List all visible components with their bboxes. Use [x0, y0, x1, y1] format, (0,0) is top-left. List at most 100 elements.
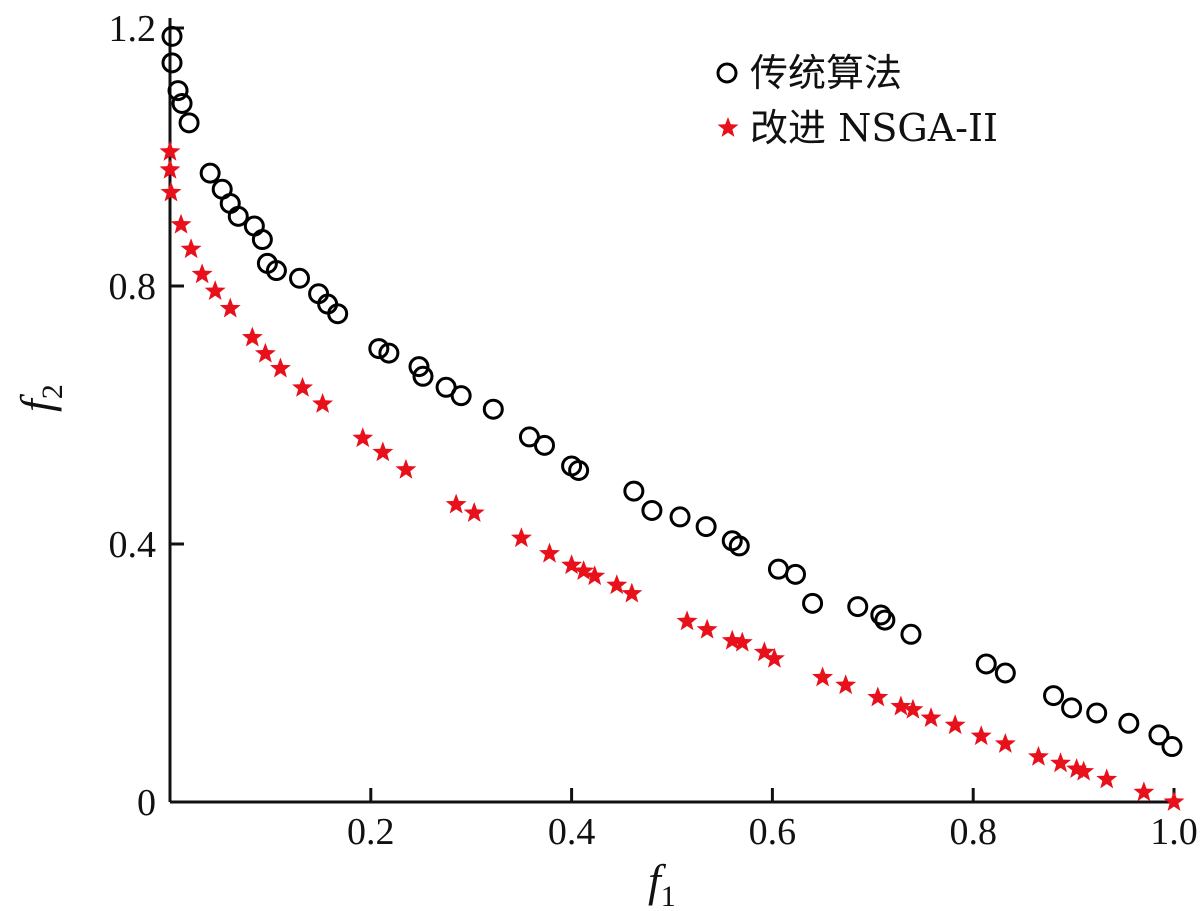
data-point-traditional	[802, 592, 824, 614]
data-point-improved	[920, 707, 942, 728]
data-point-traditional	[767, 558, 789, 580]
data-point-improved	[970, 725, 992, 746]
data-point-improved	[463, 502, 485, 522]
data-point-traditional	[728, 535, 750, 557]
y-tick-label: 0.8	[109, 266, 157, 308]
data-point-traditional	[251, 229, 273, 251]
data-point-improved	[269, 357, 291, 378]
data-point-improved	[994, 732, 1016, 753]
data-point-traditional	[412, 365, 434, 387]
x-axis-title: f1	[648, 855, 676, 911]
y-tick-label: 0.4	[109, 524, 157, 566]
y-tick-label: 0	[137, 782, 156, 824]
data-point-improved	[696, 618, 718, 639]
data-point-traditional	[1043, 685, 1065, 707]
data-point-traditional	[1161, 736, 1183, 758]
data-point-traditional	[669, 506, 691, 528]
data-point-traditional	[568, 459, 590, 481]
series-traditional	[161, 25, 1183, 758]
data-point-improved	[241, 326, 263, 347]
data-point-traditional	[167, 80, 189, 102]
legend-label-traditional: 传统算法	[750, 51, 902, 95]
data-point-improved	[561, 554, 583, 575]
x-tick-label: 0.4	[548, 811, 596, 853]
x-tick-label: 0.2	[347, 811, 395, 853]
data-point-traditional	[227, 205, 249, 227]
data-point-improved	[890, 695, 912, 716]
data-point-improved	[1073, 760, 1095, 781]
data-point-improved	[676, 610, 698, 631]
data-point-improved	[170, 213, 192, 234]
legend-marker-traditional	[716, 62, 738, 84]
data-point-traditional	[161, 25, 183, 47]
data-point-improved	[621, 582, 643, 603]
data-point-traditional	[368, 338, 390, 360]
data-point-traditional	[533, 434, 555, 456]
data-point-traditional	[874, 609, 896, 631]
data-point-traditional	[641, 499, 663, 521]
data-point-improved	[721, 629, 743, 650]
data-point-improved	[352, 427, 374, 448]
data-point-improved	[606, 574, 628, 595]
data-point-improved	[902, 698, 924, 719]
data-point-improved	[1163, 791, 1185, 811]
data-point-traditional	[243, 215, 265, 237]
y-axis-title: f2	[11, 384, 69, 412]
data-point-improved	[292, 376, 313, 397]
data-point-improved	[510, 527, 532, 548]
x-tick-label: 0.8	[949, 811, 997, 853]
data-point-traditional	[900, 623, 922, 645]
data-point-improved	[312, 393, 334, 413]
data-point-improved	[1050, 752, 1072, 773]
data-point-traditional	[1061, 697, 1083, 719]
data-point-improved	[867, 686, 889, 707]
axes	[168, 18, 1174, 804]
data-point-improved	[445, 493, 467, 514]
data-point-improved	[254, 342, 276, 363]
data-point-traditional	[378, 342, 400, 364]
x-tick-label: 0.6	[749, 811, 797, 853]
data-point-improved	[763, 647, 785, 668]
data-point-traditional	[784, 563, 806, 585]
data-point-traditional	[1118, 712, 1140, 734]
data-point-improved	[191, 263, 213, 284]
data-point-improved	[159, 140, 181, 161]
data-point-improved	[1096, 768, 1118, 789]
data-point-improved	[1028, 745, 1049, 766]
data-point-traditional	[327, 303, 349, 325]
data-point-traditional	[870, 604, 892, 626]
ticks: 0.2 0.4 0.6 0.8 1.0 0 0.4 0.8 1.2	[109, 8, 1198, 853]
data-point-traditional	[265, 260, 287, 282]
data-point-improved	[753, 641, 775, 662]
data-point-improved	[835, 674, 857, 695]
data-point-traditional	[695, 516, 717, 538]
legend: 传统算法 改进 NSGA-II	[716, 51, 998, 150]
data-point-traditional	[975, 653, 997, 675]
data-point-improved	[395, 458, 417, 479]
y-tick-label: 1.2	[109, 8, 157, 50]
data-point-traditional	[289, 267, 311, 289]
data-point-improved	[584, 565, 606, 586]
data-point-improved	[944, 714, 966, 735]
data-point-improved	[812, 666, 834, 687]
data-point-traditional	[1086, 702, 1108, 724]
data-point-improved	[372, 441, 394, 462]
data-point-traditional	[171, 92, 193, 114]
data-point-traditional	[482, 398, 504, 420]
data-point-improved	[160, 181, 182, 202]
data-point-traditional	[847, 596, 869, 618]
data-point-improved	[573, 560, 595, 580]
data-point-improved	[539, 542, 560, 563]
data-point-traditional	[450, 385, 472, 407]
data-point-traditional	[408, 356, 430, 378]
data-point-traditional	[178, 112, 200, 134]
series-improved-nsga2	[159, 140, 1185, 811]
legend-marker-improved	[717, 117, 739, 137]
data-point-traditional	[161, 52, 183, 74]
data-point-improved	[1066, 758, 1088, 778]
data-point-improved	[204, 280, 226, 301]
data-point-traditional	[623, 480, 645, 502]
data-point-improved	[1133, 781, 1155, 802]
data-point-traditional	[1148, 724, 1170, 746]
